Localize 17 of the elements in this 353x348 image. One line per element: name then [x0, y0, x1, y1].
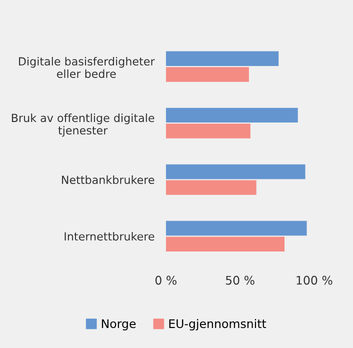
y-tick-label: Internettbrukere [64, 232, 154, 241]
y-tick-label: Digitale basisferdigheter eller bedre [19, 56, 155, 78]
legend-label: EU-gjennomsnitt [169, 318, 266, 330]
bar [166, 51, 279, 66]
bar [166, 67, 249, 82]
y-tick-label: Nettbankbrukere [62, 175, 154, 184]
x-tick-label: 0 % [155, 276, 176, 285]
x-tick-label: 100 % [296, 276, 332, 285]
bar [166, 220, 307, 236]
y-tick-label: Bruk av offentlige digitale tjenester [12, 114, 154, 137]
legend-label: Norge [102, 319, 136, 330]
bar [166, 180, 256, 195]
x-tick-label: 50 % [226, 276, 254, 285]
bar [166, 124, 250, 138]
bar [166, 236, 285, 252]
bar [166, 108, 298, 123]
bar [166, 164, 306, 180]
